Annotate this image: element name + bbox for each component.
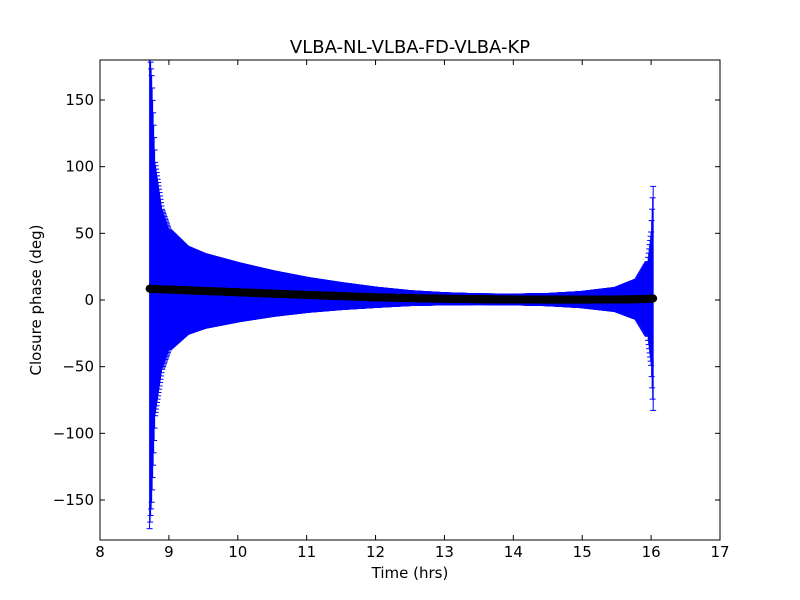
y-tick-label: 150 bbox=[65, 91, 94, 109]
y-tick-label: 100 bbox=[65, 158, 94, 176]
x-tick-label: 8 bbox=[95, 543, 105, 561]
x-tick-label: 13 bbox=[435, 543, 454, 561]
chart-title: VLBA-NL-VLBA-FD-VLBA-KP bbox=[290, 37, 530, 58]
x-tick-label: 14 bbox=[504, 543, 523, 561]
x-tick-label: 16 bbox=[642, 543, 661, 561]
x-tick-label: 11 bbox=[297, 543, 316, 561]
data-point bbox=[649, 294, 658, 303]
y-tick-label: 50 bbox=[75, 224, 94, 242]
y-tick-label: −100 bbox=[53, 424, 94, 442]
y-tick-label: 0 bbox=[84, 291, 94, 309]
data-point-layer bbox=[145, 284, 658, 304]
y-axis-label: Closure phase (deg) bbox=[27, 225, 45, 376]
y-tick-label: −150 bbox=[53, 491, 94, 509]
x-tick-label: 9 bbox=[164, 543, 174, 561]
x-tick-label: 12 bbox=[366, 543, 385, 561]
x-tick-label: 17 bbox=[710, 543, 729, 561]
x-axis-label: Time (hrs) bbox=[371, 564, 449, 582]
x-tick-label: 10 bbox=[228, 543, 247, 561]
y-axis: −150 −100 −50 0 50 100 150 bbox=[53, 91, 720, 509]
y-tick-label: −50 bbox=[62, 358, 94, 376]
x-tick-label: 15 bbox=[573, 543, 592, 561]
x-axis: 8 9 10 11 12 13 14 15 16 17 bbox=[95, 60, 730, 561]
